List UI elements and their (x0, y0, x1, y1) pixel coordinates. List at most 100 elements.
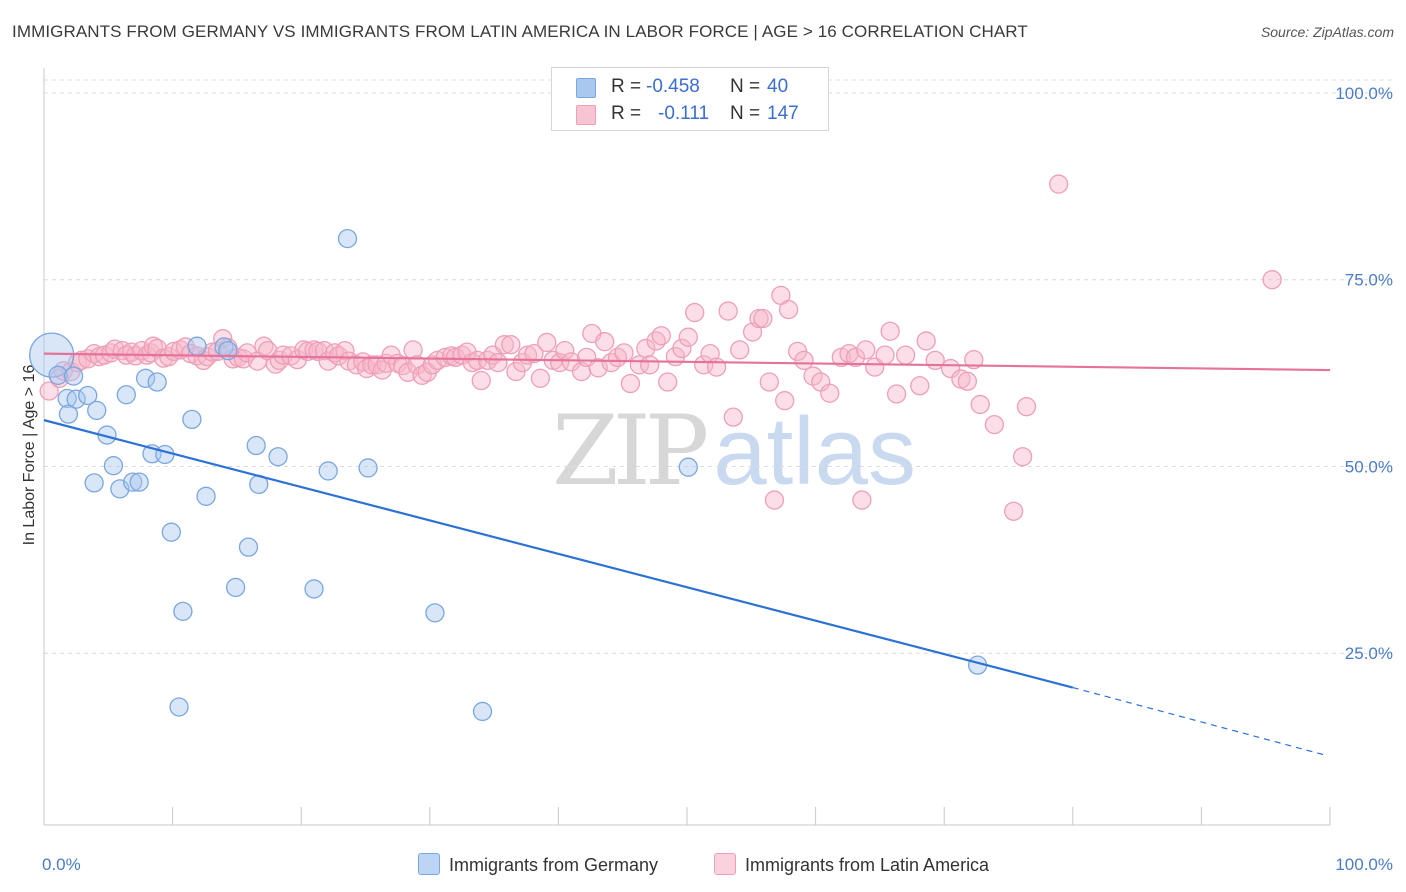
germany-point (425, 603, 445, 623)
germany-legend-swatch (418, 853, 440, 875)
germany-point (472, 701, 493, 722)
latin-point (457, 342, 477, 362)
latin-point (357, 358, 377, 379)
y-tick-label: 75.0% (1345, 271, 1393, 290)
latin-point (601, 352, 621, 373)
germany-swatch (576, 78, 596, 98)
latin-point (537, 332, 557, 353)
chart-title: IMMIGRANTS FROM GERMANY VS IMMIGRANTS FR… (12, 22, 1028, 41)
latin-point (488, 352, 508, 373)
germany-trend-line (43, 419, 1074, 689)
legend-n-label: N = (730, 103, 761, 124)
germany-point (238, 537, 259, 557)
germany-point (58, 404, 79, 424)
latin-point (706, 357, 727, 377)
germany-point (169, 697, 189, 717)
correlation-legend: R = -0.458 N = 40 R = -0.111 N = 147 (551, 67, 829, 131)
legend-n-value: 40 (767, 76, 789, 97)
latin-point (730, 340, 750, 360)
latin-point (1003, 501, 1024, 521)
latin-point (39, 381, 59, 401)
latin-point (159, 346, 179, 367)
germany-point (29, 332, 75, 378)
source-label: Source: ZipAtlas.com (1260, 24, 1394, 40)
latin-point (775, 391, 795, 411)
latin-point (753, 308, 773, 329)
latin-point (471, 370, 491, 391)
germany-legend-label: Immigrants from Germany (449, 855, 659, 875)
latin-point (1012, 447, 1033, 467)
germany-point (123, 472, 143, 492)
latin-point (501, 335, 521, 355)
x-tick-label: 0.0% (42, 855, 81, 874)
germany-point (187, 336, 207, 356)
y-axis-label: In Labor Force | Age > 16 (21, 365, 38, 546)
latin-point (957, 371, 977, 391)
germany-point (268, 447, 288, 467)
y-tick-label: 100.0% (1335, 84, 1393, 103)
y-tick-label: 25.0% (1345, 644, 1393, 663)
germany-point (78, 385, 98, 406)
legend-r-value: -0.458 (646, 76, 700, 97)
legend-row-latin: R = -0.111 N = 147 (552, 101, 828, 129)
legend-r-label: R = (611, 103, 642, 124)
germany-point (63, 366, 84, 386)
latin-point (723, 407, 743, 427)
latin-point (916, 331, 936, 351)
germany-point (173, 601, 193, 622)
latin-trend-line (43, 352, 1331, 372)
germany-point (161, 522, 181, 542)
latin-point (308, 341, 328, 362)
latin-point (672, 338, 692, 359)
latin-point (658, 372, 678, 392)
latin-legend-swatch (714, 853, 736, 875)
bottom-legend-germany: Immigrants from Germany (418, 853, 658, 876)
latin-point (595, 332, 615, 352)
latin-point (718, 301, 738, 321)
germany-point (358, 458, 378, 478)
legend-row-germany: R = -0.458 N = 40 (552, 74, 828, 102)
latin-point (794, 350, 814, 371)
latin-point (435, 347, 455, 368)
latin-point (530, 368, 551, 388)
latin-point (614, 343, 634, 363)
latin-point (984, 414, 1005, 435)
germany-point (246, 435, 266, 456)
germany-point (155, 444, 175, 465)
germany-point (182, 409, 202, 430)
latin-point (1016, 397, 1037, 417)
germany-point (84, 473, 104, 493)
latin-point (764, 490, 785, 510)
y-tick-label: 50.0% (1345, 457, 1393, 476)
germany-point (304, 579, 324, 599)
latin-point (964, 349, 984, 370)
legend-n-value: 147 (767, 103, 799, 124)
germany-point (147, 372, 167, 392)
legend-n-label: N = (730, 76, 761, 97)
latin-point (845, 347, 866, 368)
latin-point (875, 345, 895, 365)
germany-point (129, 472, 149, 492)
latin-point (494, 335, 515, 355)
latin-point (362, 355, 382, 375)
latin-point (803, 366, 823, 386)
latin-point (880, 321, 900, 341)
germany-point (678, 457, 698, 477)
latin-point (759, 372, 779, 392)
latin-point (852, 490, 872, 510)
latin-point (412, 365, 432, 385)
latin-point (651, 326, 671, 346)
germany-point (116, 385, 136, 405)
latin-point (820, 383, 840, 403)
germany-point (103, 456, 124, 476)
latin-point (856, 340, 876, 360)
latin-point (328, 346, 349, 366)
latin-point (646, 331, 666, 351)
latin-point (213, 329, 233, 349)
germany-point (135, 368, 156, 388)
latin-point (970, 394, 990, 415)
latin-legend-label: Immigrants from Latin America (745, 855, 990, 875)
germany-point (196, 486, 216, 506)
latin-swatch (576, 105, 596, 125)
latin-point (407, 355, 427, 375)
